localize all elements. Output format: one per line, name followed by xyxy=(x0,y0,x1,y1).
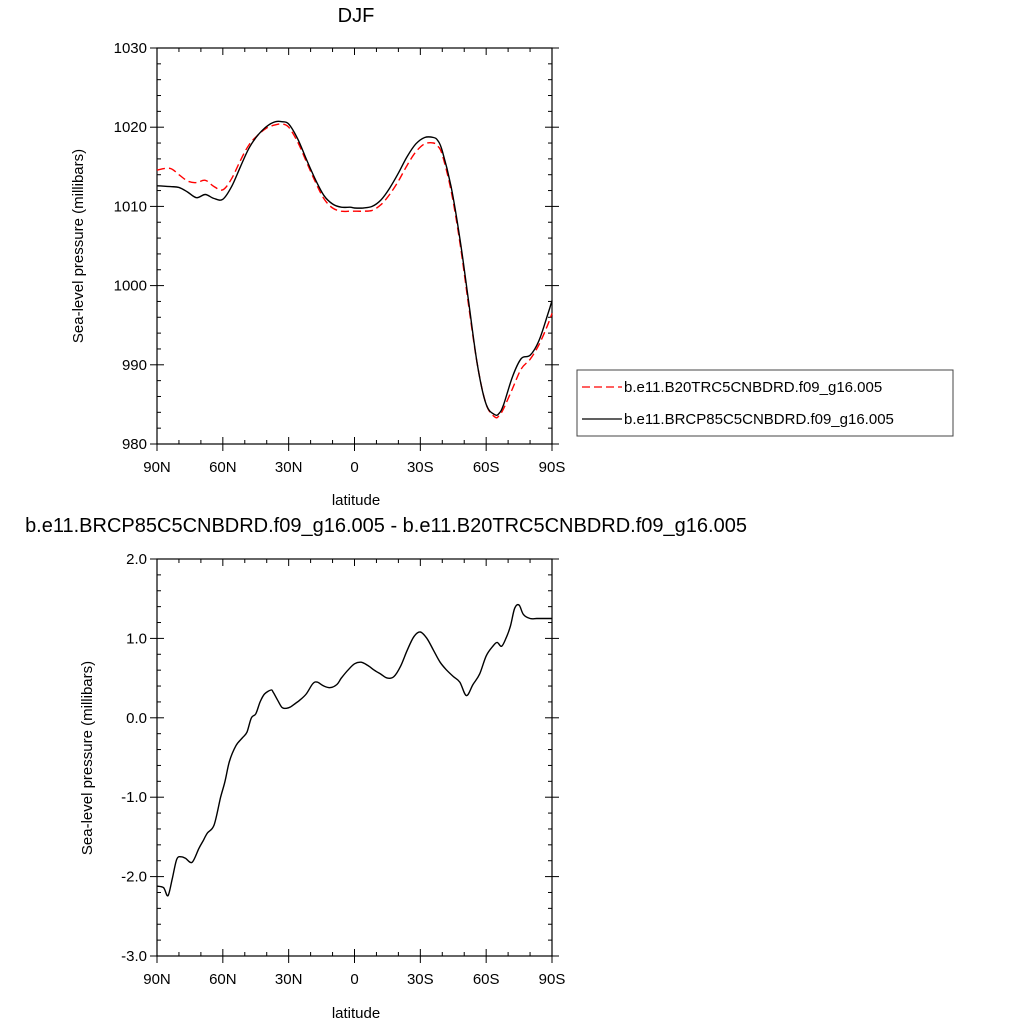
y-tick-label: 1000 xyxy=(114,278,147,295)
bottom-plot-frame xyxy=(156,558,553,957)
x-tick-label: 90S xyxy=(539,459,566,476)
x-tick-label: 90S xyxy=(539,971,566,988)
top-axis-ticks: 90N 60N 30N 0 30S 60S 90S 980 990 1000 1010 1020 103… xyxy=(114,40,566,476)
y-tick-label: -3.0 xyxy=(121,948,147,965)
y-tick-label: 2.0 xyxy=(126,551,147,568)
y-tick-label: 1020 xyxy=(114,119,147,136)
y-tick-label: 980 xyxy=(122,436,147,453)
y-tick-label: 990 xyxy=(122,357,147,374)
x-tick-label: 30N xyxy=(275,971,303,988)
y-tick-label: -1.0 xyxy=(121,789,147,806)
bottom-y-axis-label: Sea-level pressure (millibars) xyxy=(79,661,96,855)
top-series-lines xyxy=(156,120,553,419)
x-tick-label: 30S xyxy=(407,971,434,988)
x-tick-label: 60N xyxy=(209,459,237,476)
top-plot-frame xyxy=(156,47,553,445)
legend: b.e11.B20TRC5CNBDRD.f09_g16.005 b.e11.BR… xyxy=(576,369,954,437)
x-tick-label: 60N xyxy=(209,971,237,988)
top-panel: DJF 90N 60N 30N 0 30S 60S 90S 980 990 1000 1010 102… xyxy=(70,5,954,509)
legend-label-rcp85: b.e11.BRCP85C5CNBDRD.f09_g16.005 xyxy=(624,411,894,428)
top-chart-title: DJF xyxy=(338,5,375,27)
bottom-panel: b.e11.BRCP85C5CNBDRD.f09_g16.005 - b.e11… xyxy=(25,515,747,1022)
bottom-series-lines xyxy=(156,603,552,897)
top-y-axis-label: Sea-level pressure (millibars) xyxy=(70,149,87,343)
x-tick-label: 60S xyxy=(473,971,500,988)
y-tick-label: 1.0 xyxy=(126,630,147,647)
y-tick-label: 1010 xyxy=(114,198,147,215)
x-tick-label: 60S xyxy=(473,459,500,476)
bottom-series-line-0 xyxy=(156,603,552,897)
legend-label-historical: b.e11.B20TRC5CNBDRD.f09_g16.005 xyxy=(624,379,882,396)
bottom-axis-ticks: 90N 60N 30N 0 30S 60S 90S -3.0 -2.0 -1.0 0.0 1.0 2.0 xyxy=(121,551,565,988)
top-x-axis-label: latitude xyxy=(332,492,380,509)
x-tick-label: 0 xyxy=(350,459,358,476)
x-tick-label: 0 xyxy=(350,971,358,988)
y-tick-label: -2.0 xyxy=(121,869,147,886)
y-tick-label: 0.0 xyxy=(126,710,147,727)
x-tick-label: 30N xyxy=(275,459,303,476)
top-series-line-0 xyxy=(156,123,553,419)
y-tick-label: 1030 xyxy=(114,40,147,57)
top-series-line-1 xyxy=(156,120,553,416)
bottom-x-axis-label: latitude xyxy=(332,1005,380,1022)
bottom-chart-title: b.e11.BRCP85C5CNBDRD.f09_g16.005 - b.e11… xyxy=(25,515,747,537)
x-tick-label: 30S xyxy=(407,459,434,476)
x-tick-label: 90N xyxy=(143,459,171,476)
legend-box xyxy=(576,369,954,437)
x-tick-label: 90N xyxy=(143,971,171,988)
